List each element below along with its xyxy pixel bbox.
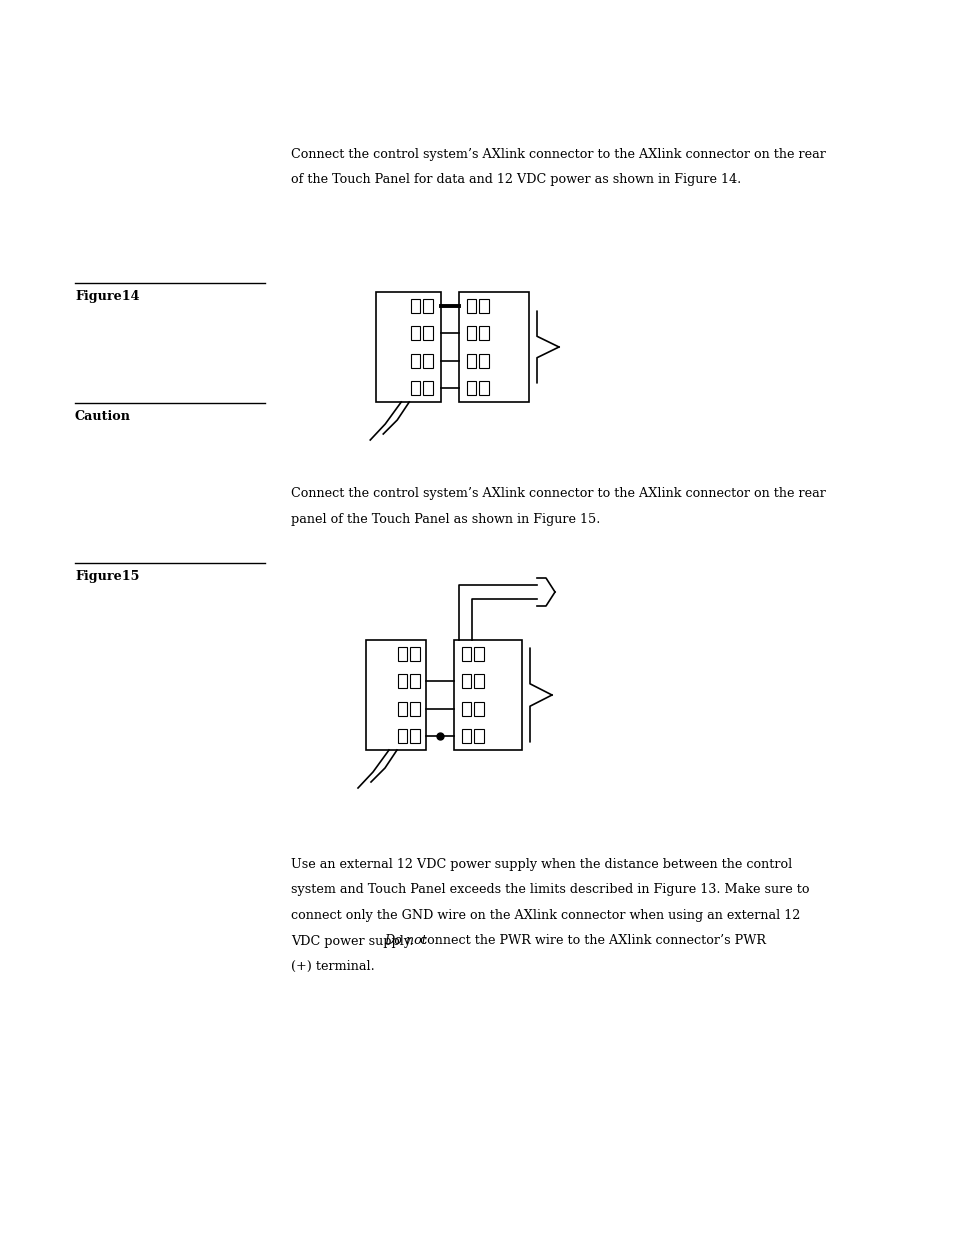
Text: Connect the control system’s AXlink connector to the AXlink connector on the rea: Connect the control system’s AXlink conn… — [291, 148, 825, 161]
Bar — [474, 674, 483, 688]
Text: Connect the control system’s AXlink connector to the AXlink connector on the rea: Connect the control system’s AXlink conn… — [291, 487, 825, 500]
Bar — [410, 674, 419, 688]
Bar — [467, 382, 476, 395]
Bar — [474, 701, 483, 716]
Text: system and Touch Panel exceeds the limits described in Figure 13. Make sure to: system and Touch Panel exceeds the limit… — [291, 883, 809, 897]
Bar — [423, 382, 433, 395]
Bar — [397, 647, 407, 661]
Bar — [397, 701, 407, 716]
Bar — [410, 647, 419, 661]
Bar — [461, 701, 471, 716]
Bar — [423, 353, 433, 368]
Bar — [411, 353, 420, 368]
Bar — [461, 674, 471, 688]
Bar — [467, 299, 476, 312]
Bar — [479, 382, 489, 395]
Bar — [467, 326, 476, 341]
Text: Caution: Caution — [75, 410, 131, 424]
Bar — [479, 299, 489, 312]
Bar — [411, 382, 420, 395]
Bar — [397, 674, 407, 688]
Bar — [411, 326, 420, 341]
Bar — [474, 647, 483, 661]
Bar — [423, 326, 433, 341]
Text: (+) terminal.: (+) terminal. — [291, 960, 375, 973]
Bar — [458, 291, 529, 403]
Bar — [423, 299, 433, 312]
Text: Figure14: Figure14 — [75, 290, 139, 303]
Bar — [479, 353, 489, 368]
Text: connect the PWR wire to the AXlink connector’s PWR: connect the PWR wire to the AXlink conne… — [416, 935, 765, 947]
Text: Do not: Do not — [384, 935, 427, 947]
Text: Figure15: Figure15 — [75, 571, 139, 583]
Bar — [410, 701, 419, 716]
Bar — [454, 640, 521, 750]
Bar — [366, 640, 426, 750]
Text: panel of the Touch Panel as shown in Figure 15.: panel of the Touch Panel as shown in Fig… — [291, 513, 599, 526]
Bar — [375, 291, 440, 403]
Bar — [467, 353, 476, 368]
Text: Use an external 12 VDC power supply when the distance between the control: Use an external 12 VDC power supply when… — [291, 858, 791, 871]
Bar — [411, 299, 420, 312]
Bar — [474, 729, 483, 743]
Bar — [461, 647, 471, 661]
Bar — [461, 729, 471, 743]
Bar — [397, 729, 407, 743]
Bar — [479, 326, 489, 341]
Text: connect only the GND wire on the AXlink connector when using an external 12: connect only the GND wire on the AXlink … — [291, 909, 800, 923]
Text: VDC power supply.: VDC power supply. — [291, 935, 417, 947]
Text: of the Touch Panel for data and 12 VDC power as shown in Figure 14.: of the Touch Panel for data and 12 VDC p… — [291, 173, 740, 186]
Bar — [410, 729, 419, 743]
